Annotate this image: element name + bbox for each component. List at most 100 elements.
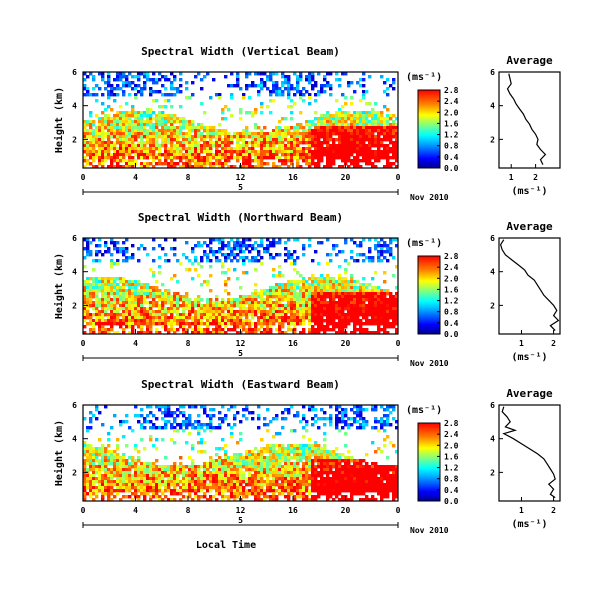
- heatmap-cell: [152, 117, 156, 121]
- heatmap-cell: [158, 129, 162, 133]
- heatmap-cell: [317, 72, 321, 76]
- heatmap-cell: [149, 420, 153, 424]
- heatmap-cell: [242, 414, 246, 418]
- heatmap-cell: [146, 120, 150, 124]
- heatmap-cell: [275, 313, 279, 317]
- heatmap-cell: [170, 492, 174, 496]
- heatmap-cell: [98, 325, 102, 329]
- heatmap-cell: [209, 498, 213, 502]
- heatmap-cell: [350, 147, 354, 151]
- heatmap-cell: [356, 289, 360, 293]
- heatmap-cell: [176, 259, 180, 263]
- heatmap-cell: [128, 304, 132, 308]
- heatmap-cell: [203, 405, 207, 409]
- heatmap-cell: [302, 331, 306, 335]
- heatmap-cell: [224, 331, 228, 335]
- heatmap-cell: [89, 328, 93, 332]
- heatmap-cell: [317, 126, 321, 130]
- heatmap-cell: [122, 253, 126, 257]
- heatmap-cell: [200, 331, 204, 335]
- heatmap-cell: [188, 489, 192, 493]
- heatmap-cell: [134, 126, 138, 130]
- heatmap-cell: [278, 301, 282, 305]
- heatmap-cell: [224, 444, 228, 448]
- profile-frame: [498, 71, 561, 169]
- heatmap-cell: [158, 480, 162, 484]
- heatmap-cell: [143, 313, 147, 317]
- heatmap-cell: [251, 316, 255, 320]
- heatmap-cell: [284, 319, 288, 323]
- heatmap-cell: [131, 331, 135, 335]
- heatmap-cell: [344, 286, 348, 290]
- heatmap-cell: [287, 253, 291, 257]
- heatmap-cell: [110, 265, 114, 269]
- heatmap-cell: [362, 135, 366, 139]
- heatmap-cell: [362, 253, 366, 257]
- heatmap-cell: [314, 150, 318, 154]
- heatmap-cell: [224, 459, 228, 463]
- heatmap-cell: [188, 420, 192, 424]
- heatmap-cell: [287, 304, 291, 308]
- heatmap-cell: [182, 298, 186, 302]
- heatmap-cell: [170, 165, 174, 169]
- heatmap-cell: [179, 322, 183, 326]
- heatmap-cell: [194, 328, 198, 332]
- heatmap-cell: [227, 138, 231, 142]
- heatmap-cell: [263, 489, 267, 493]
- heatmap-cell: [125, 247, 129, 251]
- heatmap-cell: [347, 111, 351, 115]
- heatmap-cell: [104, 144, 108, 148]
- heatmap-cell: [260, 150, 264, 154]
- heatmap-cell: [209, 420, 213, 424]
- heatmap-cell: [359, 114, 363, 118]
- heatmap-cell: [278, 325, 282, 329]
- heatmap-cell: [206, 259, 210, 263]
- heatmap-cell: [368, 304, 372, 308]
- heatmap-cell: [98, 331, 102, 335]
- heatmap-cell: [371, 298, 375, 302]
- heatmap-cell: [104, 450, 108, 454]
- y-tick-label: 6: [72, 234, 77, 243]
- heatmap-cell: [116, 87, 120, 91]
- heatmap-cell: [227, 480, 231, 484]
- heatmap-cell: [395, 117, 399, 121]
- heatmap-cell: [149, 471, 153, 475]
- heatmap-cell: [245, 301, 249, 305]
- heatmap-cell: [320, 313, 324, 317]
- heatmap-cell: [164, 495, 168, 499]
- heatmap-cell: [98, 438, 102, 442]
- heatmap-cell: [227, 486, 231, 490]
- heatmap-cell: [101, 280, 105, 284]
- heatmap-cell: [266, 444, 270, 448]
- heatmap-cell: [242, 150, 246, 154]
- heatmap-cell: [152, 298, 156, 302]
- heatmap-cell: [218, 483, 222, 487]
- colorbar-tick-label: 2.0: [444, 274, 459, 283]
- heatmap-cell: [248, 462, 252, 466]
- heatmap-cell: [233, 319, 237, 323]
- heatmap-cell: [152, 81, 156, 85]
- heatmap-cell: [254, 159, 258, 163]
- heatmap-cell: [170, 72, 174, 76]
- heatmap-cell: [383, 129, 387, 133]
- heatmap-cell: [203, 328, 207, 332]
- heatmap-cell: [365, 120, 369, 124]
- heatmap-cell: [242, 301, 246, 305]
- heatmap-cell: [119, 304, 123, 308]
- heatmap-cell: [194, 129, 198, 133]
- heatmap-cell: [176, 162, 180, 166]
- heatmap-cell: [149, 126, 153, 130]
- heatmap-cell: [233, 468, 237, 472]
- heatmap-cell: [176, 313, 180, 317]
- heatmap-cell: [365, 316, 369, 320]
- heatmap-cell: [158, 244, 162, 248]
- heatmap-cell: [92, 498, 96, 502]
- heatmap-cell: [377, 244, 381, 248]
- heatmap-cell: [359, 144, 363, 148]
- heatmap-cell: [98, 141, 102, 145]
- heatmap-cell: [245, 126, 249, 130]
- heatmap-cell: [377, 331, 381, 335]
- heatmap-cell: [176, 298, 180, 302]
- heatmap-cell: [338, 265, 342, 269]
- heatmap-cell: [374, 295, 378, 299]
